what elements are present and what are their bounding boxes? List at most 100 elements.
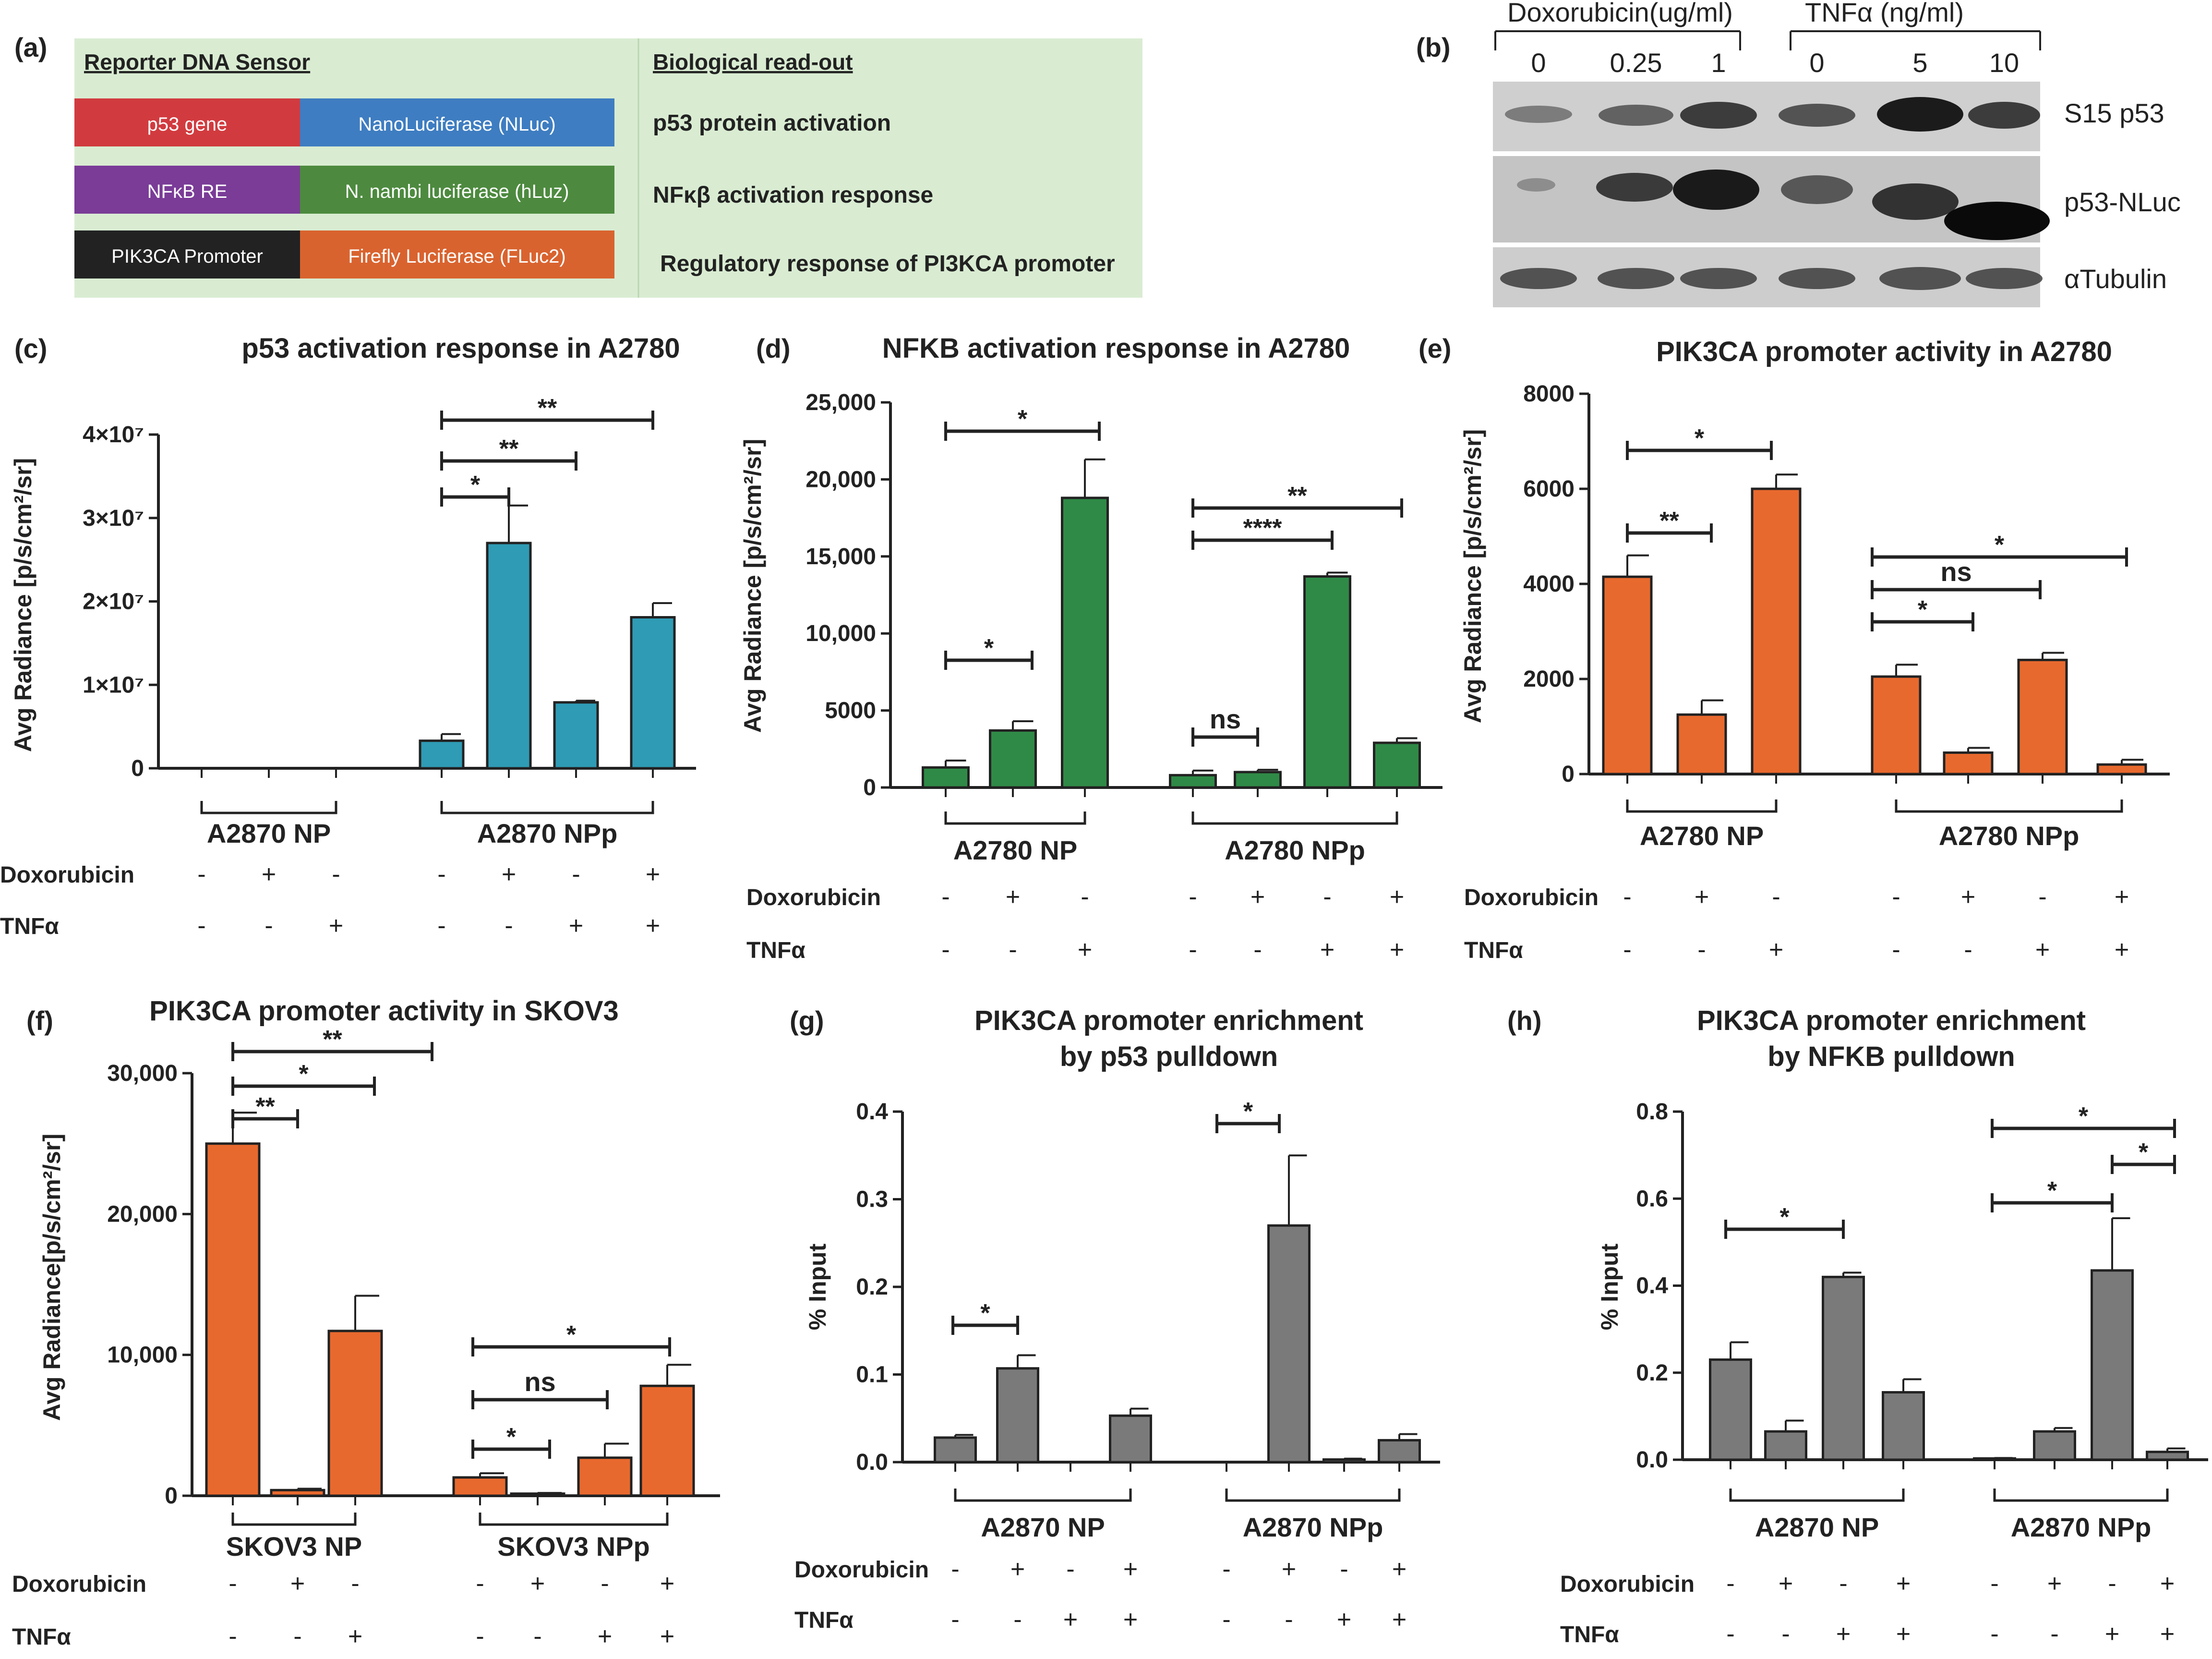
chart-title: PIK3CA promoter activity in SKOV3 — [149, 995, 619, 1027]
doxo-symbol: + — [502, 860, 516, 888]
doxorubicin-row-label: Doxorubicin — [12, 1572, 146, 1597]
tnf-symbol: - — [1253, 936, 1262, 964]
group-bracket — [944, 811, 1086, 825]
doxo-symbol: - — [351, 1570, 359, 1598]
doxo-symbol: + — [2115, 883, 2129, 911]
tnf-symbol: + — [1337, 1606, 1351, 1634]
significance-label: * — [2139, 1138, 2149, 1166]
bar — [996, 1367, 1039, 1464]
group-bracket — [440, 801, 654, 814]
doxo-symbol: - — [228, 1570, 237, 1598]
doxo-symbol: + — [2160, 1570, 2175, 1598]
wb-band-s15p53: S15 p53 — [2064, 98, 2164, 128]
tnf-symbol: - — [1964, 936, 1972, 964]
significance-label: * — [566, 1321, 577, 1349]
tnf-symbol: + — [646, 912, 660, 940]
significance-label: ** — [323, 1026, 342, 1054]
bar — [327, 1330, 383, 1497]
y-axis-label: Avg Radiance[p/s/cm²/sr] — [38, 1134, 65, 1421]
panel-label-h: (h) — [1507, 1005, 1542, 1036]
doxo-symbol: - — [572, 860, 580, 888]
significance-label: * — [984, 634, 994, 662]
y-axis-label: % Input — [804, 1243, 831, 1330]
y-tick-label: 0.4 — [856, 1099, 888, 1125]
chart-f: PIK3CA promoter activity in SKOV3 Avg Rad… — [12, 995, 720, 1650]
chart-e: PIK3CA promoter activity in A2780 Avg Rad… — [1459, 336, 2170, 964]
tnf-row-label: TNFα — [12, 1624, 71, 1650]
group-label: A2780 NPp — [1225, 835, 1365, 865]
group-bracket — [479, 1513, 669, 1526]
significance-label: ns — [1210, 704, 1241, 734]
tnf-symbol: + — [1390, 936, 1404, 964]
bar — [1602, 575, 1653, 775]
tnf-symbol: - — [437, 912, 445, 940]
doxo-symbol: + — [530, 1570, 545, 1598]
doxo-symbol: - — [601, 1570, 609, 1598]
tnf-symbol: - — [941, 936, 950, 964]
doxo-symbol: - — [332, 860, 340, 888]
group-label: A2870 NPp — [477, 818, 618, 848]
tnf-symbol: + — [1896, 1620, 1911, 1648]
bar — [639, 1384, 695, 1497]
doxo-symbol: - — [1990, 1570, 1998, 1598]
tnf-symbol: - — [293, 1623, 301, 1650]
bar — [922, 766, 970, 789]
row3-left-box — [74, 230, 300, 279]
y-tick-label: 8000 — [1523, 381, 1575, 407]
table-header-sensor: Reporter DNA Sensor — [84, 49, 310, 74]
significance-label: ** — [499, 435, 519, 463]
y-tick-label: 4000 — [1523, 571, 1575, 597]
doxo-symbol: - — [1222, 1555, 1230, 1583]
y-tick-label: 2×10⁷ — [83, 589, 144, 615]
y-axis-label: Avg Radiance [p/s/cm²/sr] — [739, 439, 766, 733]
doxo-symbol: - — [2038, 883, 2046, 911]
tnf-symbol: + — [2115, 936, 2129, 964]
row2-left-box — [74, 166, 300, 214]
doxo-symbol: + — [1392, 1555, 1407, 1583]
doxorubicin-row-label: Doxorubicin — [1560, 1572, 1695, 1597]
row3-reporter-label: Firefly Luciferase (FLuc2) — [348, 246, 565, 267]
group-bracket — [1895, 799, 2123, 813]
y-tick-label: 0 — [863, 775, 876, 800]
y-tick-label: 0.1 — [856, 1362, 888, 1388]
tnf-symbol: - — [1222, 1606, 1230, 1634]
western-blot: Doxorubicin(ug/ml) TNFα (ng/ml) 0 0.25 1… — [1493, 0, 2181, 307]
group-label: A2870 NPp — [1243, 1512, 1383, 1542]
group-bracket — [954, 1489, 1132, 1502]
significance-label: * — [470, 471, 481, 499]
y-tick-label: 0.2 — [1636, 1360, 1668, 1386]
significance-label: ** — [1287, 482, 1307, 510]
significance-label: ns — [1940, 557, 1972, 587]
bar — [1322, 1458, 1366, 1464]
significance-label: * — [1695, 424, 1705, 452]
tnf-symbol: + — [1063, 1606, 1078, 1634]
panel-label-f: (f) — [26, 1005, 53, 1036]
tnf-symbol: - — [1623, 936, 1631, 964]
doxo-symbol: - — [437, 860, 445, 888]
bar — [270, 1489, 325, 1497]
row2-sensor-label: NFκB RE — [147, 181, 228, 202]
bar — [205, 1142, 261, 1497]
row1-sensor-label: p53 gene — [147, 114, 228, 135]
wb-doxo-label: Doxorubicin(ug/ml) — [1507, 0, 1733, 27]
y-tick-label: 20,000 — [805, 467, 876, 492]
tnf-symbol: + — [1123, 1606, 1138, 1634]
bar — [1373, 741, 1421, 789]
doxo-symbol: + — [1390, 883, 1404, 911]
significance-label: ** — [538, 394, 557, 422]
doxo-symbol: - — [1066, 1555, 1074, 1583]
bar — [1764, 1430, 1807, 1461]
significance-label: **** — [1243, 514, 1283, 542]
tnf-symbol: + — [660, 1623, 674, 1650]
bar — [452, 1476, 508, 1497]
bar — [486, 542, 532, 770]
tnf-symbol: - — [1726, 1620, 1734, 1648]
doxo-symbol: + — [1961, 883, 1975, 911]
significance-label: * — [1243, 1098, 1253, 1126]
chart-title: PIK3CA promoter activity in A2780 — [1656, 336, 2112, 367]
y-tick-label: 0.6 — [1636, 1186, 1668, 1211]
tnf-symbol: + — [1078, 936, 1092, 964]
chart-subtitle: by NFKB pulldown — [1767, 1041, 2015, 1072]
bar — [1303, 575, 1351, 789]
bar — [1871, 675, 1922, 775]
